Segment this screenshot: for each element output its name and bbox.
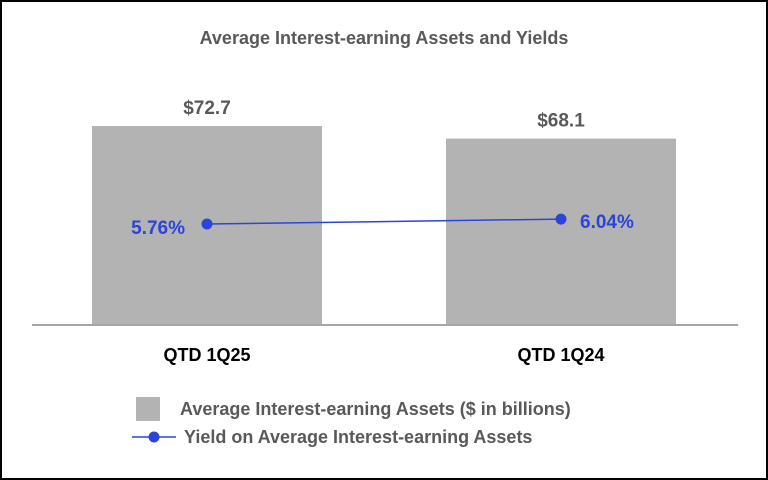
legend-item-yield: Yield on Average Interest-earning Assets bbox=[132, 423, 571, 451]
legend-swatch-bar bbox=[136, 397, 160, 421]
legend-swatch-line bbox=[132, 431, 176, 443]
yield-line bbox=[206, 218, 562, 225]
bar-1 bbox=[446, 138, 676, 325]
chart-title: Average Interest-earning Assets and Yiel… bbox=[199, 28, 569, 48]
legend-item-assets: Average Interest-earning Assets ($ in bi… bbox=[132, 395, 571, 423]
bar-value-label-0: $72.7 bbox=[183, 98, 231, 119]
yield-label-0: 5.76% bbox=[131, 218, 185, 239]
category-label-0: QTD 1Q25 bbox=[163, 345, 250, 365]
bar-value-label-1: $68.1 bbox=[537, 111, 585, 132]
legend-label-yield: Yield on Average Interest-earning Assets bbox=[184, 426, 533, 447]
yield-point-0 bbox=[201, 218, 213, 230]
legend-label-assets: Average Interest-earning Assets ($ in bi… bbox=[180, 398, 571, 419]
yield-label-1: 6.04% bbox=[580, 212, 634, 233]
legend: Average Interest-earning Assets ($ in bi… bbox=[132, 395, 571, 451]
yield-point-1 bbox=[555, 213, 567, 225]
bars-layer: $72.7 QTD 1Q25 $68.1 QTD 1Q24 bbox=[92, 98, 676, 365]
category-label-1: QTD 1Q24 bbox=[517, 345, 604, 365]
yield-line-layer: 5.76% 6.04% bbox=[131, 212, 634, 239]
